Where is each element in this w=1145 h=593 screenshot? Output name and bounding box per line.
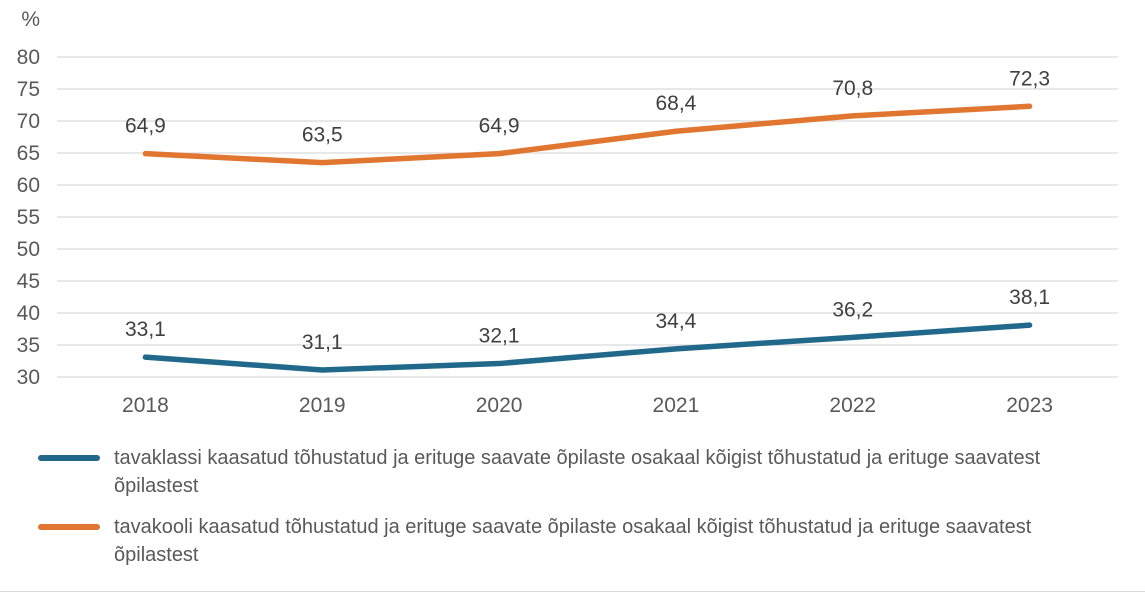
x-axis-tick-label: 2020 xyxy=(476,394,523,417)
y-axis-tick-label: 75 xyxy=(17,78,40,101)
data-label-series-1: 70,8 xyxy=(832,77,873,100)
y-axis-tick-label: 60 xyxy=(17,174,40,197)
legend-item-tavaklassi: tavaklassi kaasatud tõhustatud ja eritug… xyxy=(38,444,1118,500)
x-axis-tick-label: 2021 xyxy=(653,394,700,417)
x-axis-tick-label: 2018 xyxy=(122,394,169,417)
data-label-series-0: 36,2 xyxy=(832,298,873,321)
y-axis-tick-label: 70 xyxy=(17,110,40,133)
data-label-series-1: 72,3 xyxy=(1009,67,1050,90)
y-axis-tick-label: 80 xyxy=(17,46,40,69)
legend-swatch-blue-line xyxy=(38,455,100,461)
data-label-series-1: 64,9 xyxy=(479,115,520,138)
chart-legend: tavaklassi kaasatud tõhustatud ja eritug… xyxy=(38,444,1118,582)
x-axis-tick-label: 2023 xyxy=(1006,394,1053,417)
y-axis-unit-label: % xyxy=(21,8,40,31)
data-label-series-1: 64,9 xyxy=(125,115,166,138)
y-axis-tick-label: 30 xyxy=(17,366,40,389)
x-axis-tick-label: 2019 xyxy=(299,394,346,417)
y-axis-tick-label: 45 xyxy=(17,270,40,293)
x-axis-tick-label: 2022 xyxy=(829,394,876,417)
legend-swatch-orange-line xyxy=(38,524,100,530)
series-line-0 xyxy=(142,322,1033,373)
data-label-series-0: 33,1 xyxy=(125,318,166,341)
data-label-series-1: 63,5 xyxy=(302,124,343,147)
y-axis-tick-label: 65 xyxy=(17,142,40,165)
legend-item-tavakooli: tavakooli kaasatud tõhustatud ja erituge… xyxy=(38,513,1118,569)
legend-label-tavaklassi: tavaklassi kaasatud tõhustatud ja eritug… xyxy=(114,447,1041,497)
chart-plot-area: % 80 75 70 65 60 55 50 45 40 35 30 2018 2019 2020 2021 2… xyxy=(17,8,1118,417)
y-axis-tick-label: 55 xyxy=(17,206,40,229)
data-label-series-1: 68,4 xyxy=(655,92,696,115)
y-axis-tick-label: 35 xyxy=(17,334,40,357)
data-label-series-0: 32,1 xyxy=(479,325,520,348)
data-label-series-0: 34,4 xyxy=(655,310,696,333)
data-label-series-0: 31,1 xyxy=(302,331,343,354)
legend-label-tavakooli: tavakooli kaasatud tõhustatud ja erituge… xyxy=(114,516,1032,566)
y-axis-tick-label: 50 xyxy=(17,238,40,261)
series-line-1 xyxy=(142,103,1033,166)
y-axis-tick-label: 40 xyxy=(17,302,40,325)
bottom-divider-line xyxy=(0,591,1145,592)
data-label-series-0: 38,1 xyxy=(1009,286,1050,309)
